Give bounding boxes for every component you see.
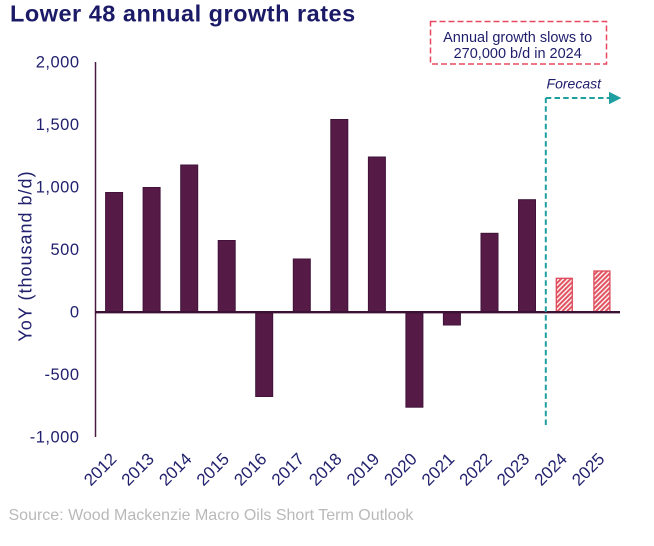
- svg-text:2,000: 2,000: [36, 53, 80, 71]
- svg-text:-1,000: -1,000: [30, 428, 80, 446]
- svg-text:Annual growth slows to: Annual growth slows to: [443, 30, 592, 46]
- svg-text:Lower 48 annual growth rates: Lower 48 annual growth rates: [10, 1, 356, 27]
- svg-text:1,500: 1,500: [36, 116, 80, 134]
- svg-text:YoY (thousand b/d): YoY (thousand b/d): [16, 170, 36, 341]
- svg-text:0: 0: [70, 303, 80, 321]
- svg-text:Forecast: Forecast: [547, 76, 603, 92]
- svg-text:500: 500: [50, 241, 79, 259]
- svg-text:Source: Wood Mackenzie Macro O: Source: Wood Mackenzie Macro Oils Short …: [9, 507, 415, 524]
- svg-text:270,000 b/d in 2024: 270,000 b/d in 2024: [454, 46, 582, 62]
- svg-text:1,000: 1,000: [36, 178, 80, 196]
- svg-text:-500: -500: [44, 366, 79, 384]
